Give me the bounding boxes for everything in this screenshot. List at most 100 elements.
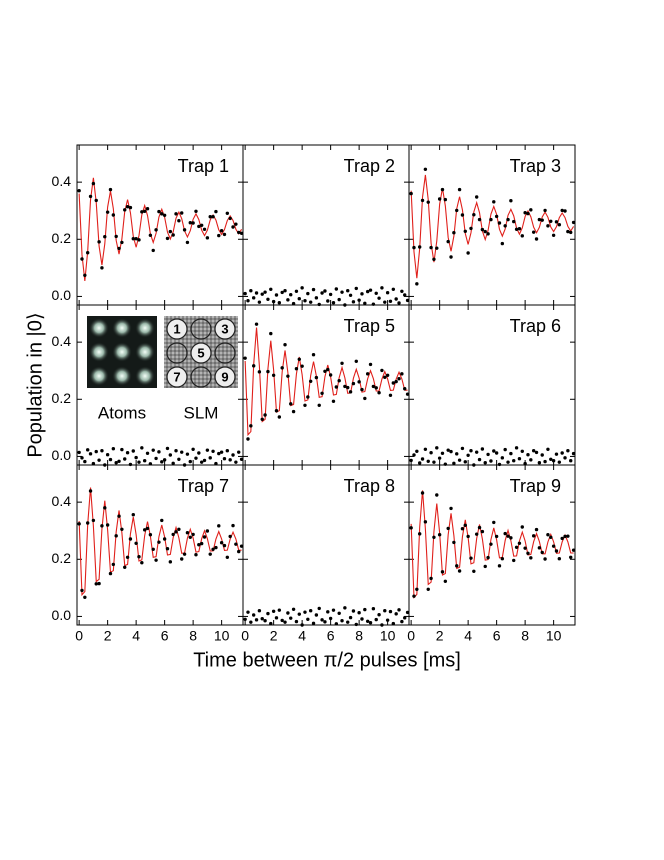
data-point: [469, 226, 473, 231]
data-point: [466, 453, 470, 457]
data-point: [492, 449, 496, 453]
data-point: [566, 534, 570, 538]
data-point: [400, 619, 404, 624]
data-point: [520, 234, 524, 238]
data-point: [469, 449, 473, 453]
data-point: [171, 532, 175, 537]
data-point: [266, 297, 270, 301]
panel: Trap 5: [242, 304, 410, 466]
data-point: [474, 195, 479, 199]
data-point: [360, 617, 364, 621]
data-point: [128, 462, 133, 467]
data-point: [199, 541, 204, 546]
data-point: [300, 623, 304, 627]
data-point: [437, 197, 442, 201]
data-point: [131, 513, 135, 517]
data-point: [365, 372, 370, 376]
data-point: [557, 460, 562, 464]
data-point: [140, 561, 144, 565]
data-point: [509, 199, 513, 203]
data-point: [526, 551, 530, 555]
data-point: [85, 251, 90, 255]
data-point: [283, 289, 287, 293]
data-point: [160, 460, 164, 464]
data-point: [91, 461, 96, 466]
x-tick-label: 10: [380, 628, 396, 644]
data-point: [128, 537, 133, 541]
data-point: [208, 552, 212, 556]
data-point: [165, 547, 170, 551]
data-point: [343, 384, 347, 389]
fit-line: [410, 490, 574, 599]
data-point: [526, 453, 530, 457]
data-point: [180, 211, 184, 215]
data-point: [205, 236, 210, 240]
data-point: [154, 456, 158, 461]
data-point: [354, 622, 358, 627]
data-point: [131, 449, 135, 453]
data-point: [314, 296, 319, 300]
data-point: [514, 227, 519, 231]
data-point: [509, 451, 513, 456]
data-point: [377, 613, 381, 617]
data-point: [154, 228, 158, 232]
data-point: [237, 450, 241, 454]
fit-line: [410, 174, 575, 279]
data-point: [474, 532, 479, 536]
data-point: [128, 205, 133, 210]
data-point: [263, 619, 267, 623]
data-point: [185, 452, 190, 456]
data-point: [463, 460, 467, 464]
data-point: [289, 402, 293, 406]
data-point: [219, 541, 224, 545]
data-point: [297, 297, 301, 301]
data-point: [426, 459, 430, 463]
data-point: [151, 547, 155, 551]
data-point: [571, 548, 576, 552]
data-point: [291, 301, 296, 306]
data-point: [563, 209, 567, 213]
data-point: [254, 291, 259, 295]
data-point: [440, 187, 445, 192]
data-point: [260, 417, 264, 421]
data-point: [294, 367, 299, 371]
data-point: [397, 608, 401, 612]
data-point: [403, 616, 407, 620]
data-point: [145, 526, 150, 531]
data-point: [137, 238, 141, 242]
data-point: [320, 391, 324, 395]
data-point: [551, 544, 556, 548]
data-point: [517, 541, 522, 545]
data-point: [417, 532, 422, 536]
data-point: [123, 208, 127, 212]
data-point: [365, 289, 370, 294]
inset-label: Atoms: [98, 403, 146, 422]
slm-number: 3: [221, 321, 228, 336]
data-point: [483, 564, 487, 569]
data-point: [371, 384, 376, 389]
data-point: [385, 291, 390, 295]
data-point: [88, 489, 93, 493]
data-point: [188, 221, 192, 225]
panel: 0 2 4 6 8 10 Trap 8: [241, 464, 410, 644]
data-point: [91, 518, 96, 523]
data-point: [455, 564, 459, 568]
data-point: [417, 461, 422, 465]
data-point: [174, 212, 178, 216]
data-point: [409, 458, 413, 463]
data-point: [251, 364, 256, 368]
data-point: [357, 298, 361, 302]
data-point: [140, 446, 144, 450]
data-point: [340, 619, 344, 623]
data-point: [83, 459, 87, 464]
panel: 0.0 0.2 0.4 Trap 1: [52, 144, 244, 306]
data-point: [100, 266, 104, 270]
data-point: [351, 300, 356, 304]
data-point: [394, 379, 398, 384]
data-point: [415, 282, 419, 286]
data-point: [443, 579, 448, 583]
data-point: [108, 187, 113, 192]
data-point: [423, 167, 428, 171]
data-point: [477, 457, 482, 462]
data-point: [512, 219, 516, 224]
